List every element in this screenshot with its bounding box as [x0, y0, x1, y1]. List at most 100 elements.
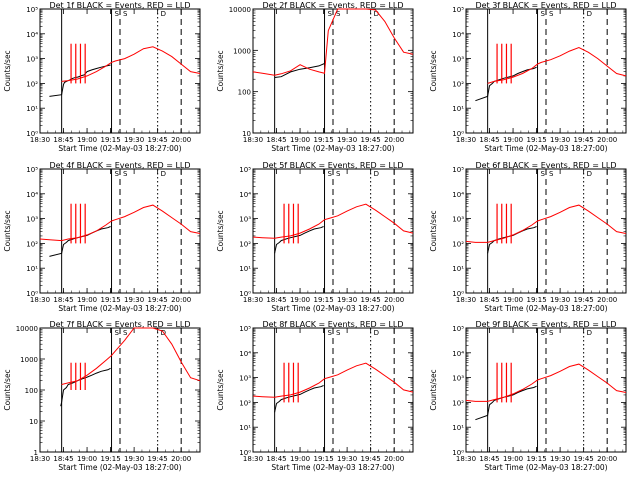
y-tick-label: 10⁰	[452, 290, 464, 298]
segment-marker-label: S	[541, 10, 546, 18]
lld-series-line	[39, 204, 201, 242]
segment-marker-label: S	[336, 329, 341, 337]
x-tick-label: 19:00	[290, 136, 310, 144]
y-tick-label: 10000	[16, 325, 38, 333]
segment-marker-label: D	[587, 10, 592, 18]
y-axis-label: Counts/sec	[216, 210, 225, 251]
segment-marker-label: S	[115, 10, 120, 18]
y-tick-label: 10⁵	[452, 6, 464, 14]
segment-marker-label: S	[328, 170, 333, 178]
x-tick-label: 19:45	[361, 296, 381, 304]
x-tick-label: 18:30	[456, 455, 476, 463]
segment-marker-label: S	[549, 170, 554, 178]
y-tick-label: 10¹	[26, 105, 38, 113]
x-tick-label: 20:00	[597, 455, 617, 463]
chart-title: Det 7f BLACK = Events, RED = LLD	[49, 320, 190, 329]
lld-series-line	[465, 363, 627, 402]
x-tick-label: 20:00	[384, 455, 404, 463]
x-tick-label: 20:00	[597, 136, 617, 144]
y-tick-label: 100	[25, 387, 38, 395]
x-axis-label: Start Time (02-May-03 18:27:00)	[58, 144, 181, 153]
x-tick-label: 20:00	[171, 296, 191, 304]
x-tick-label: 18:45	[53, 296, 73, 304]
y-tick-label: 10²	[26, 240, 38, 248]
segment-marker-label: S	[115, 329, 120, 337]
y-tick-label: 100	[238, 89, 251, 97]
y-tick-label: 10⁴	[452, 191, 464, 199]
y-tick-label: 10⁵	[26, 6, 38, 14]
x-tick-label: 18:30	[30, 296, 50, 304]
x-tick-label: 18:45	[479, 136, 499, 144]
x-tick-label: 19:45	[361, 136, 381, 144]
y-tick-label: 1000	[233, 47, 251, 55]
x-tick-label: 20:00	[171, 455, 191, 463]
x-tick-label: 18:30	[243, 455, 263, 463]
y-tick-label: 10⁴	[452, 350, 464, 358]
x-tick-label: 19:30	[337, 455, 357, 463]
x-tick-label: 19:00	[290, 296, 310, 304]
segment-marker-label: S	[541, 329, 546, 337]
segment-marker-label: S	[123, 10, 128, 18]
y-tick-label: 10⁵	[239, 325, 251, 333]
lld-series-line	[252, 8, 414, 76]
y-axis-label: Counts/sec	[216, 369, 225, 410]
x-tick-label: 20:00	[384, 296, 404, 304]
events-series-line	[274, 226, 324, 254]
x-tick-label: 19:45	[574, 455, 594, 463]
lld-series-line	[61, 327, 201, 385]
segment-marker-label: S	[328, 329, 333, 337]
x-tick-label: 18:45	[266, 296, 286, 304]
y-tick-label: 1000	[20, 356, 38, 364]
y-tick-label: 10⁰	[452, 130, 464, 138]
y-tick-label: 10²	[452, 240, 464, 248]
y-axis-label: Counts/sec	[429, 369, 438, 410]
y-tick-label: 10⁰	[239, 449, 251, 457]
segment-marker-label: S	[541, 170, 546, 178]
x-tick-label: 19:15	[313, 136, 333, 144]
events-series-line	[487, 226, 537, 254]
detector-panel-7: Det 7f BLACK = Events, RED = LLD 1 10 100 10…	[3, 320, 201, 472]
x-tick-label: 19:00	[290, 455, 310, 463]
x-tick-label: 19:45	[574, 296, 594, 304]
y-tick-label: 10²	[26, 80, 38, 88]
y-tick-label: 10¹	[239, 424, 251, 432]
x-tick-label: 19:00	[503, 296, 523, 304]
lld-series-line	[252, 362, 414, 398]
x-tick-label: 18:45	[479, 455, 499, 463]
x-tick-label: 19:00	[503, 455, 523, 463]
x-tick-label: 18:30	[30, 455, 50, 463]
y-axis-label: Counts/sec	[216, 50, 225, 91]
y-axis-label: Counts/sec	[3, 210, 12, 251]
lld-series-line	[487, 46, 627, 84]
x-tick-label: 20:00	[171, 136, 191, 144]
detector-panel-9: Det 9f BLACK = Events, RED = LLD 10⁰ 10¹ 10…	[429, 320, 627, 472]
segment-marker-label: D	[374, 170, 379, 178]
y-tick-label: 10⁰	[26, 130, 38, 138]
x-tick-label: 19:15	[100, 136, 120, 144]
y-tick-label: 10¹	[26, 265, 38, 273]
y-tick-label: 10⁴	[239, 350, 251, 358]
segment-marker-label: D	[374, 10, 379, 18]
segment-marker-label: S	[123, 170, 128, 178]
lld-series-line	[252, 203, 414, 239]
chart-title: Det 2f BLACK = Events, RED = LLD	[262, 1, 403, 10]
y-tick-label: 10³	[239, 216, 251, 224]
x-tick-label: 19:30	[124, 136, 144, 144]
x-axis-label: Start Time (02-May-03 18:27:00)	[484, 144, 607, 153]
y-tick-label: 10³	[452, 375, 464, 383]
y-tick-label: 10²	[452, 80, 464, 88]
x-axis-label: Start Time (02-May-03 18:27:00)	[271, 304, 394, 313]
detector-panel-4: Det 4f BLACK = Events, RED = LLD 10⁰ 10¹ 10…	[3, 161, 201, 313]
x-tick-label: 19:45	[148, 296, 168, 304]
y-tick-label: 10²	[239, 399, 251, 407]
x-tick-label: 19:45	[574, 136, 594, 144]
y-tick-label: 10⁰	[239, 290, 251, 298]
x-tick-label: 19:45	[148, 455, 168, 463]
lld-series-line	[465, 204, 627, 243]
x-tick-label: 19:00	[77, 136, 97, 144]
segment-marker-label: D	[161, 10, 166, 18]
x-tick-label: 19:15	[526, 455, 546, 463]
detector-panel-5: Det 5f BLACK = Events, RED = LLD 10⁰ 10¹ 10…	[216, 161, 414, 313]
x-tick-label: 18:30	[456, 136, 476, 144]
